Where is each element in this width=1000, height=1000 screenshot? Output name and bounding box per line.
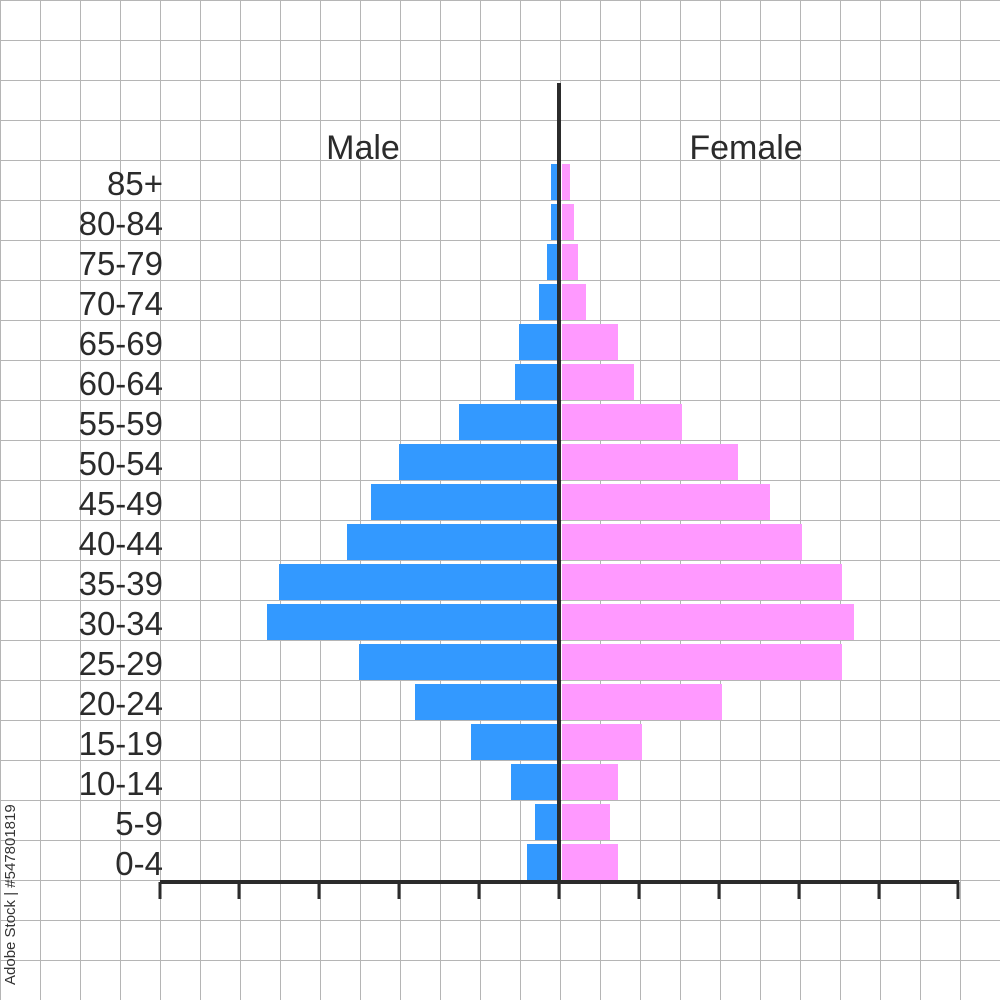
male-bar-25-29 [359,644,559,680]
male-bar-75-79 [547,244,559,280]
male-side-label: Male [326,129,400,167]
male-bar-55-59 [459,404,559,440]
age-group-label: 45-49 [79,485,163,522]
age-group-label: 40-44 [79,525,163,562]
female-bar-55-59 [562,404,682,440]
age-group-label: 70-74 [79,285,163,322]
male-bar-35-39 [279,564,559,600]
female-bar-25-29 [562,644,842,680]
male-bar-45-49 [371,484,559,520]
female-bar-50-54 [562,444,738,480]
male-bar-80-84 [551,204,559,240]
age-group-label: 55-59 [79,405,163,442]
age-group-label: 80-84 [79,205,163,242]
age-group-label: 20-24 [79,685,163,722]
age-group-label: 60-64 [79,365,163,402]
watermark: Adobe Stock | #547801819 [2,804,19,985]
age-group-label: 50-54 [79,445,163,482]
male-bar-50-54 [399,444,559,480]
female-bar-15-19 [562,724,642,760]
male-bar-40-44 [347,524,559,560]
female-bar-75-79 [562,244,578,280]
female-bar-80-84 [562,204,574,240]
male-bar-5-9 [535,804,559,840]
female-bar-70-74 [562,284,586,320]
female-bar-30-34 [562,604,854,640]
female-bar-40-44 [562,524,802,560]
age-group-label: 35-39 [79,565,163,602]
female-bar-65-69 [562,324,618,360]
female-bar-0-4 [562,844,618,880]
female-bar-35-39 [562,564,842,600]
age-group-label: 65-69 [79,325,163,362]
female-bar-45-49 [562,484,770,520]
age-group-label: 85+ [107,165,163,202]
age-group-label: 0-4 [115,845,163,882]
age-group-label: 75-79 [79,245,163,282]
female-side-label: Female [689,129,802,167]
female-bar-5-9 [562,804,610,840]
female-bar-85+ [562,164,570,200]
male-bar-70-74 [539,284,559,320]
male-bar-20-24 [415,684,559,720]
age-group-label: 30-34 [79,605,163,642]
age-group-label: 5-9 [115,805,163,842]
age-group-label: 10-14 [79,765,163,802]
female-bar-10-14 [562,764,618,800]
male-bar-10-14 [511,764,559,800]
male-bar-60-64 [515,364,559,400]
male-bar-15-19 [471,724,559,760]
male-bar-30-34 [267,604,559,640]
male-bar-65-69 [519,324,559,360]
female-bar-20-24 [562,684,722,720]
age-group-label: 25-29 [79,645,163,682]
female-bar-60-64 [562,364,634,400]
male-bar-85+ [551,164,559,200]
age-group-label: 15-19 [79,725,163,762]
male-bar-0-4 [527,844,559,880]
